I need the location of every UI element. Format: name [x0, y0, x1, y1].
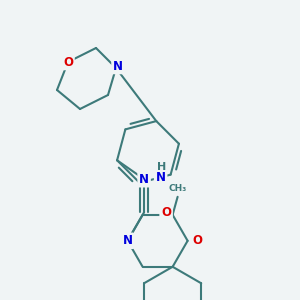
Text: N: N: [139, 173, 149, 186]
Text: N: N: [113, 59, 123, 73]
Text: N: N: [156, 171, 166, 184]
Text: H: H: [157, 162, 167, 172]
Text: O: O: [63, 56, 73, 68]
Text: O: O: [193, 234, 202, 247]
Text: O: O: [161, 206, 171, 219]
Text: CH₃: CH₃: [169, 184, 187, 193]
Text: N: N: [123, 234, 133, 247]
